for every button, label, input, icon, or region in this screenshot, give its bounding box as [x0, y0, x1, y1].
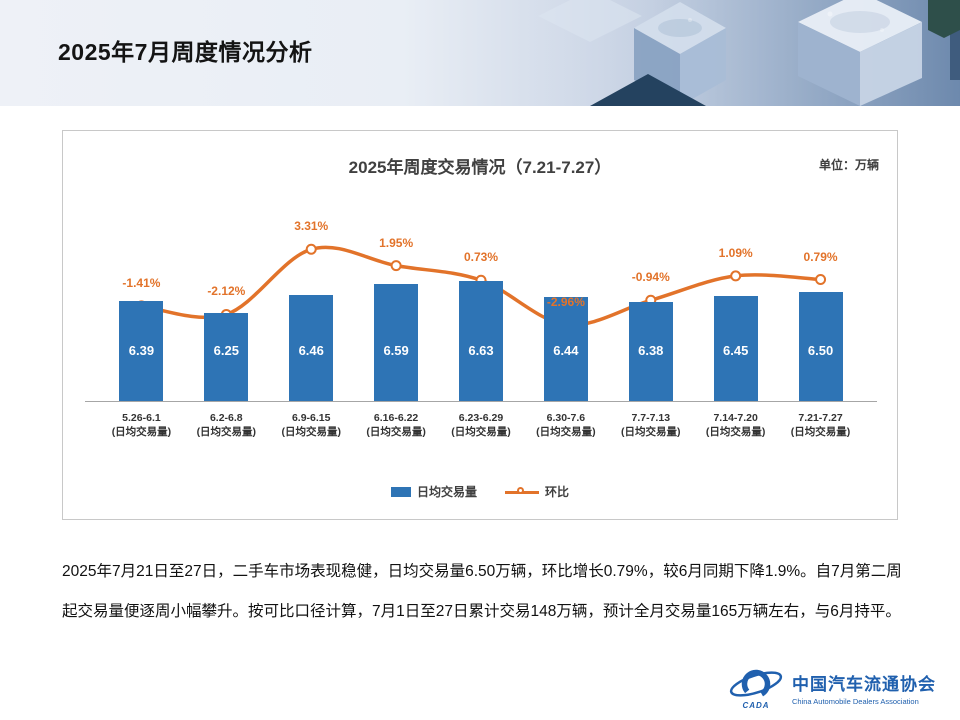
cada-logo-icon: CADA — [728, 665, 784, 710]
line-point-marker — [730, 270, 742, 282]
pct-label: 0.73% — [463, 250, 499, 265]
page-title: 2025年7月周度情况分析 — [58, 39, 313, 65]
bar-6.30-7.6 — [543, 296, 588, 401]
bar-value-label: 6.25 — [213, 343, 239, 358]
logo-name-en: China Automobile Dealers Association — [792, 696, 919, 706]
x-tick-label: 6.30-7.6 (日均交易量) — [536, 412, 596, 438]
legend-item-bar: 日均交易量 — [390, 483, 477, 500]
pct-label: -1.41% — [122, 275, 161, 290]
chart-panel: 2025年周度交易情况（7.21-7.27） 单位：万辆 日均交易量 环比 6.… — [62, 130, 898, 520]
pct-label: 3.31% — [294, 219, 329, 234]
summary-paragraph: 2025年7月21日至27日，二手车市场表现稳健，日均交易量6.50万辆，环比增… — [62, 563, 902, 620]
header-banner: 2025年7月周度情况分析 — [0, 0, 960, 106]
chart-unit-label: 单位：万辆 — [818, 158, 879, 172]
bar-6.16-6.22 — [374, 284, 419, 401]
pct-label: 1.09% — [718, 245, 753, 260]
bar-swatch-icon — [390, 486, 411, 497]
bar-7.14-7.20 — [713, 296, 758, 401]
bar-7.7-7.13 — [628, 301, 673, 401]
bar-value-label: 6.39 — [128, 343, 155, 358]
bar-6.9-6.15 — [289, 295, 334, 401]
logo-name-cn: 中国汽车流通协会 — [792, 674, 936, 694]
x-tick-label: 7.7-7.13 (日均交易量) — [621, 412, 681, 438]
chart-legend: 日均交易量 环比 — [63, 483, 897, 500]
x-tick-label: 6.2-6.8 (日均交易量) — [196, 412, 257, 438]
bar-value-label: 6.50 — [807, 343, 834, 358]
pct-label: -2.96% — [546, 294, 585, 309]
legend-bar-label: 日均交易量 — [416, 485, 477, 499]
bar-value-label: 6.59 — [383, 343, 409, 358]
header-cubes-graphic — [530, 0, 960, 106]
pct-label: -2.12% — [207, 284, 246, 299]
bar-6.23-6.29 — [459, 280, 503, 401]
x-tick-label: 6.9-6.15 (日均交易量) — [281, 412, 341, 438]
x-tick-label: 6.16-6.22 (日均交易量) — [366, 412, 426, 438]
line-point-marker — [305, 243, 317, 255]
bar-value-label: 6.45 — [723, 343, 749, 358]
logo-text: 中国汽车流通协会 China Automobile Dealers Associ… — [792, 670, 936, 706]
legend-line-label: 环比 — [545, 485, 570, 499]
cada-globe-icon — [729, 669, 783, 699]
bar-value-label: 6.44 — [553, 343, 579, 358]
bar-value-label: 6.46 — [298, 343, 324, 358]
bar-5.26-6.1 — [119, 301, 164, 401]
bar-6.2-6.8 — [204, 312, 249, 401]
x-tick-label: 7.14-7.20 (日均交易量) — [705, 412, 766, 438]
legend-item-line: 环比 — [505, 483, 569, 500]
x-axis — [85, 401, 877, 402]
pct-label: 0.79% — [803, 249, 838, 264]
x-tick-label: 5.26-6.1 (日均交易量) — [111, 412, 172, 438]
line-point-marker — [390, 260, 402, 272]
chart-title: 2025年周度交易情况（7.21-7.27） — [348, 158, 612, 177]
cada-logo: CADA 中国汽车流通协会 China Automobile Dealers A… — [728, 665, 936, 710]
pct-label: -0.94% — [631, 270, 670, 285]
bar-value-label: 6.63 — [468, 343, 494, 358]
line-marker-icon — [505, 486, 539, 497]
bar-value-label: 6.38 — [638, 343, 664, 358]
pct-label: 1.95% — [379, 235, 414, 250]
line-point-marker — [815, 274, 827, 286]
bar-7.21-7.27 — [798, 291, 843, 401]
logo-acronym: CADA — [742, 701, 770, 710]
x-tick-label: 6.23-6.29 (日均交易量) — [451, 412, 511, 438]
x-tick-label: 7.21-7.27 (日均交易量) — [790, 412, 851, 438]
